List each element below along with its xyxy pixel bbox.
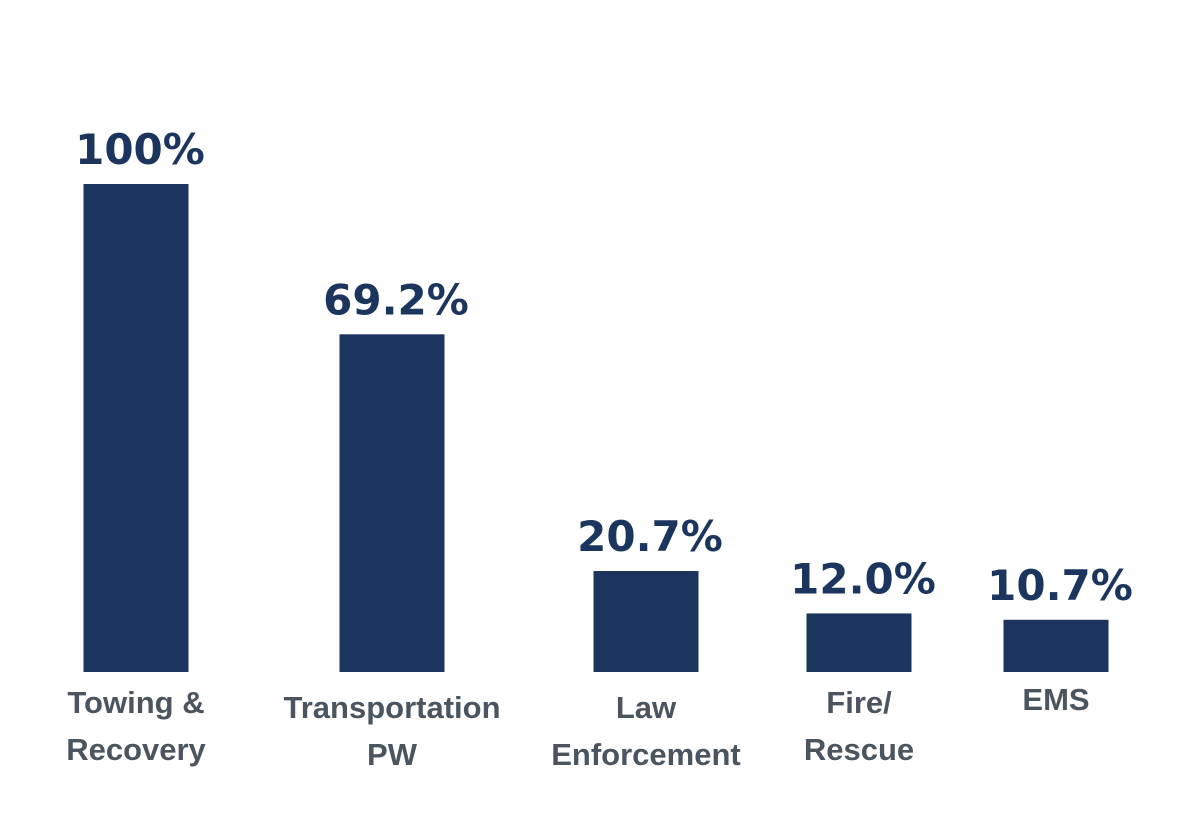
bar-value-label: 69.2%: [323, 275, 469, 324]
category-label: PW: [367, 737, 418, 772]
bar: [806, 613, 912, 672]
bar-value-label: 20.7%: [577, 512, 723, 561]
value-labels-group: 100% 69.2% 20.7% 12.0% 10.7%: [75, 125, 1133, 610]
bars-group: [83, 184, 1109, 672]
category-labels-group: Towing & Recovery Transportation PW Law Enfor…: [66, 682, 1089, 772]
bar-value-label: 12.0%: [790, 554, 936, 603]
bar: [593, 570, 699, 672]
category-label: Towing &: [67, 685, 204, 720]
bar-value-label: 100%: [75, 125, 205, 174]
bar: [83, 184, 189, 672]
category-label: Fire/: [826, 685, 892, 720]
category-label: Rescue: [804, 732, 914, 767]
bar: [339, 334, 445, 672]
bar-value-label: 10.7%: [987, 561, 1133, 610]
category-label: Recovery: [66, 732, 206, 767]
category-label: EMS: [1022, 682, 1089, 717]
category-label: Enforcement: [551, 737, 740, 772]
bar: [1003, 619, 1109, 672]
category-label: Transportation: [283, 690, 500, 725]
category-label: Law: [616, 690, 677, 725]
